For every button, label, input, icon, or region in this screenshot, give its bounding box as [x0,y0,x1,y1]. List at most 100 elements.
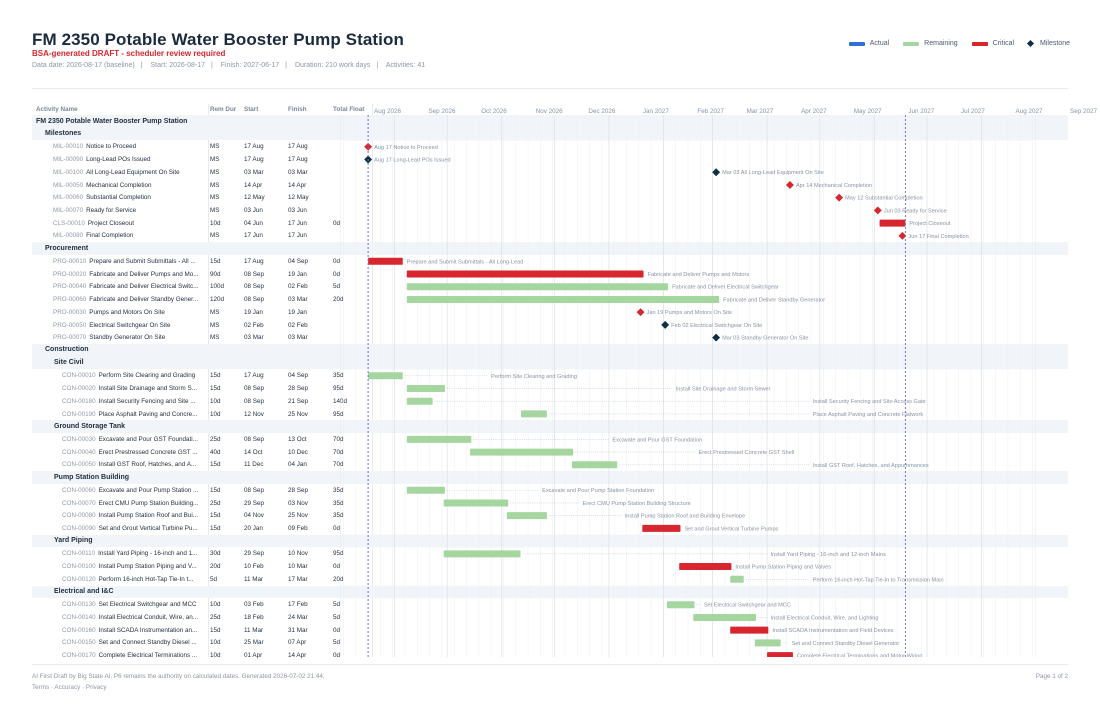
rem-dur: 25d [210,614,221,622]
month-header: Jan 2027 [642,108,669,115]
activity-row[interactable]: MIL-00100 All Long-Lead Equipment On Site… [32,166,1068,179]
activity-row[interactable]: CON-00030 Excavate and Pour GST Foundati.… [32,433,1068,446]
rem-dur: 5d [210,575,218,583]
activity-row[interactable]: PRO-00070 Standby Generator On Site MS 03 M… [32,331,1068,344]
activity-row[interactable]: CON-00020 Install Site Drainage and Storm… [32,382,1068,395]
activity-name: MIL-00060 Substantial Completion [53,194,206,201]
activity-title: Fabricate and Deliver Pumps and Mo... [89,270,199,278]
activity-title: Project Closeout [87,219,135,227]
wbs-name: Site Civil [54,359,84,367]
wbs-row[interactable]: Construction [32,343,1068,357]
table-header: Activity Name Rem Dur Start Finish Total… [32,104,1097,115]
activity-id: CON-00050 [62,461,96,469]
activity-row[interactable]: CON-00040 Erect Prestressed Concrete GST … [32,446,1068,459]
activity-id: MIL-00050 [53,181,84,189]
activity-row[interactable]: MIL-00070 Ready for Service MS 03 Jun 03 Jun [32,204,1068,217]
finish-date: 03 Mar [288,334,308,342]
activity-name: MIL-00070 Ready for Service [53,207,206,214]
activity-name: MIL-00080 Final Completion [53,232,206,239]
activity-row[interactable]: CON-00180 Install Security Fencing and Si… [32,395,1068,408]
start-date: 08 Sep [244,296,264,304]
activity-title: Mechanical Completion [86,181,152,189]
wbs-row[interactable]: Procurement [32,242,1068,255]
activity-row[interactable]: CLS-00010 Project Closeout 10d 04 Jun 17 Jun… [32,217,1068,230]
activity-row[interactable]: MIL-00060 Substantial Completion MS 12 May 1… [32,191,1068,204]
column-separator [208,104,209,657]
activity-row[interactable]: PRO-00020 Fabricate and Deliver Pumps and… [32,268,1068,281]
privacy-link[interactable]: Privacy [85,684,107,691]
activity-title: Notice to Proceed [86,143,137,151]
total-float: 140d [333,397,348,405]
activity-row[interactable]: CON-00170 Complete Electrical Termination… [32,649,1068,662]
activity-row[interactable]: CON-00130 Set Electrical Switchgear and M… [32,598,1068,611]
activity-name: CON-00160 Install SCADA Instrumentation a… [62,627,206,634]
activity-row[interactable]: CON-00010 Perform Site Clearing and Gradi… [32,369,1068,382]
activity-name: CON-00040 Erect Prestressed Concrete GST … [62,449,206,456]
activity-row[interactable]: CON-00190 Place Asphalt Paving and Concre… [32,408,1068,421]
start-date: 19 Jan [244,308,263,316]
total-float: 20d [333,575,344,583]
finish-date: 17 Jun [288,219,307,227]
activity-title: Place Asphalt Paving and Concre... [98,410,198,418]
activity-row[interactable]: PRO-00030 Pumps and Motors On Site MS 19 Ja… [32,306,1068,319]
activity-row[interactable]: PRO-00060 Fabricate and Deliver Standby G… [32,293,1068,306]
wbs-row[interactable]: Site Civil [32,356,1068,370]
activity-row[interactable]: CON-00050 Install GST Roof, Hatches, and … [32,458,1068,471]
activity-row[interactable]: PRO-00050 Electrical Switchgear On Site MS… [32,319,1068,332]
wbs-row[interactable]: Pump Station Building [32,471,1068,484]
activity-row[interactable]: PRO-00010 Prepare and Submit Submittals -… [32,255,1068,268]
start-date: 17 Aug [244,257,264,265]
start-date: 03 Feb [244,601,264,609]
activity-row[interactable]: MIL-00090 Long-Lead POs Issued MS 17 Aug 17 … [32,153,1068,166]
rem-dur: MS [210,168,220,176]
activity-title: Erect Prestressed Concrete GST ... [98,448,198,456]
activity-row[interactable]: CON-00150 Set and Connect Standby Diesel … [32,636,1068,649]
wbs-name: FM 2350 Potable Water Booster Pump Stati… [36,117,188,125]
activity-row[interactable]: PRO-00040 Fabricate and Deliver Electrica… [32,280,1068,293]
activity-name: CON-00090 Set and Grout Vertical Turbine … [62,525,206,532]
header-divider [32,88,1068,89]
accuracy-link[interactable]: Accuracy [54,684,81,691]
activity-row[interactable]: CON-00110 Install Yard Piping - 16-inch a… [32,547,1068,560]
finish-date: 28 Sep [288,385,308,393]
draft-warning: BSA-generated DRAFT - scheduler review r… [32,49,226,58]
activity-row[interactable]: CON-00080 Install Pump Station Roof and B… [32,509,1068,522]
wbs-row[interactable]: Yard Piping [32,534,1068,548]
activity-title: Electrical Switchgear On Site [89,321,171,329]
activity-name: MIL-00010 Notice to Proceed [53,143,206,150]
wbs-row[interactable]: FM 2350 Potable Water Booster Pump Stati… [32,115,1068,128]
activity-row[interactable]: CON-00100 Install Pump Station Piping and… [32,560,1068,573]
activity-row[interactable]: MIL-00010 Notice to Proceed MS 17 Aug 17 Aug [32,140,1068,153]
activity-name: PRO-00030 Pumps and Motors On Site [53,309,206,316]
rem-dur: MS [210,156,220,164]
activity-name: CON-00020 Install Site Drainage and Storm… [62,385,206,392]
activity-id: CON-00160 [62,626,96,634]
finish-date: 17 Aug [288,156,308,164]
wbs-row[interactable]: Ground Storage Tank [32,420,1068,433]
wbs-row[interactable]: Milestones [32,127,1068,141]
total-float: 35d [333,486,344,494]
activity-name: CON-00140 Install Electrical Conduit, Wir… [62,614,206,621]
activity-title: Erect CMU Pump Station Building... [98,499,199,507]
activity-row[interactable]: CON-00070 Erect CMU Pump Station Building… [32,497,1068,510]
rem-dur: 15d [210,486,221,494]
finish-date: 14 Apr [288,181,307,189]
month-header: Oct 2026 [481,108,507,115]
data-date: Data date: 2026-08-17 (baseline) [32,62,135,69]
terms-link[interactable]: Terms [32,684,50,691]
activity-title: Perform 16-inch Hot-Tap Tie-In t... [98,575,194,583]
legend-label: Milestone [1040,40,1070,47]
activity-title: Standby Generator On Site [89,334,166,342]
wbs-row[interactable]: Electrical and I&C [32,585,1068,599]
activity-title: Install Electrical Conduit, Wire, an... [98,614,198,622]
activity-id: CON-00120 [62,575,96,583]
activity-row[interactable]: CON-00120 Perform 16-inch Hot-Tap Tie-In … [32,573,1068,586]
activity-row[interactable]: MIL-00080 Final Completion MS 17 Jun 17 Jun [32,229,1068,242]
activity-title: Install GST Roof, Hatches, and A... [98,461,197,469]
activity-row[interactable]: CON-00090 Set and Grout Vertical Turbine … [32,522,1068,535]
activity-row[interactable]: CON-00140 Install Electrical Conduit, Wir… [32,611,1068,624]
activity-row[interactable]: CON-00160 Install SCADA Instrumentation a… [32,624,1068,637]
activity-row[interactable]: CON-00060 Excavate and Pour Pump Station … [32,484,1068,497]
start-date: 20 Jan [244,525,263,532]
activity-row[interactable]: MIL-00050 Mechanical Completion MS 14 Apr 14… [32,179,1068,192]
